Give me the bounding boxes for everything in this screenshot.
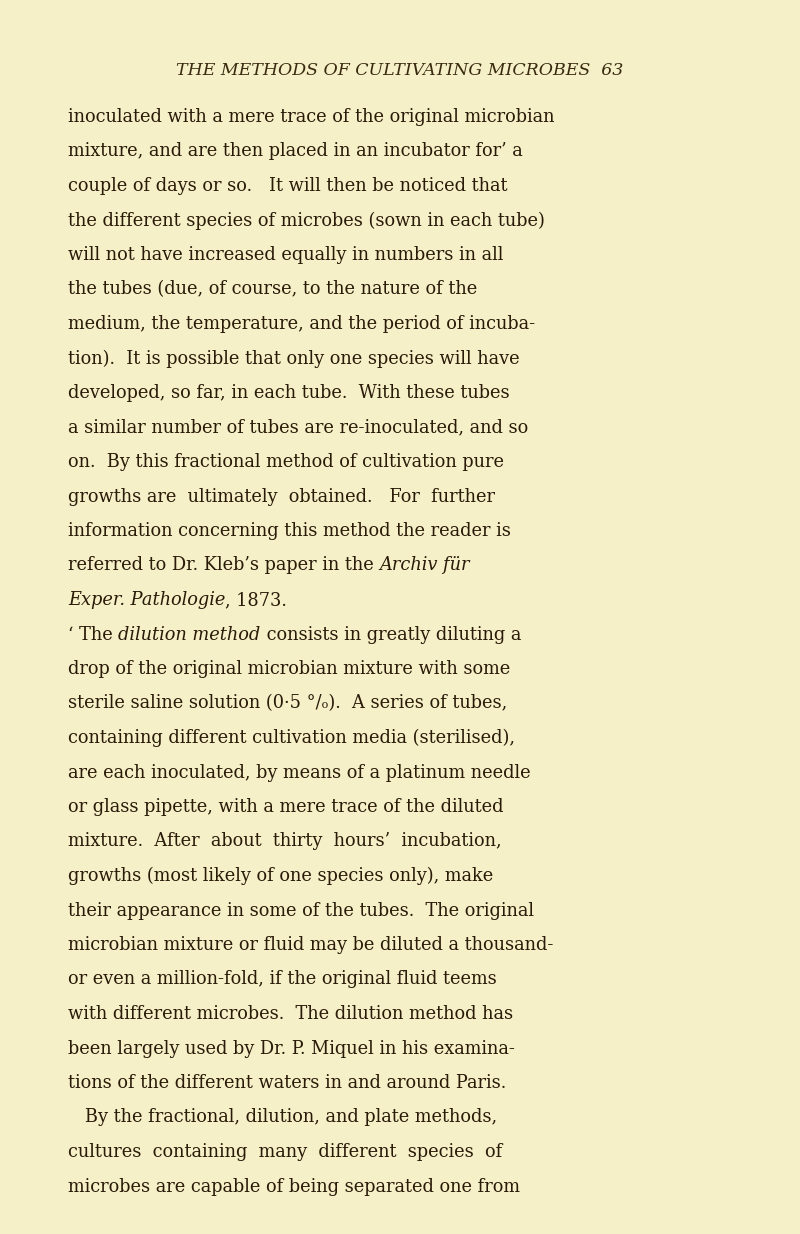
Text: couple of days or so.   It will then be noticed that: couple of days or so. It will then be no… — [68, 176, 507, 195]
Text: their appearance in some of the tubes.  The original: their appearance in some of the tubes. T… — [68, 902, 534, 919]
Text: inoculated with a mere trace of the original microbian: inoculated with a mere trace of the orig… — [68, 109, 554, 126]
Text: will not have increased equally in numbers in all: will not have increased equally in numbe… — [68, 246, 503, 264]
Text: growths are  ultimately  obtained.   For  further: growths are ultimately obtained. For fur… — [68, 487, 495, 506]
Text: the different species of microbes (sown in each tube): the different species of microbes (sown … — [68, 211, 545, 230]
Text: microbian mixture or fluid may be diluted a thousand-: microbian mixture or fluid may be dilute… — [68, 937, 554, 954]
Text: consists in greatly diluting a: consists in greatly diluting a — [261, 626, 521, 643]
Text: mixture, and are then placed in an incubator for’ a: mixture, and are then placed in an incub… — [68, 142, 522, 160]
Text: the tubes (due, of course, to the nature of the: the tubes (due, of course, to the nature… — [68, 280, 478, 299]
Text: a similar number of tubes are re-inoculated, and so: a similar number of tubes are re-inocula… — [68, 418, 528, 437]
Text: information concerning this method the reader is: information concerning this method the r… — [68, 522, 511, 540]
Text: mixture.  After  about  thirty  hours’  incubation,: mixture. After about thirty hours’ incub… — [68, 833, 502, 850]
Text: or even a million-fold, if the original fluid teems: or even a million-fold, if the original … — [68, 970, 497, 988]
Text: Archiv für: Archiv für — [379, 557, 470, 575]
Text: with different microbes.  The dilution method has: with different microbes. The dilution me… — [68, 1004, 513, 1023]
Text: medium, the temperature, and the period of incuba-: medium, the temperature, and the period … — [68, 315, 535, 333]
Text: containing different cultivation media (sterilised),: containing different cultivation media (… — [68, 729, 515, 748]
Text: been largely used by Dr. P. Miquel in his examina-: been largely used by Dr. P. Miquel in hi… — [68, 1039, 515, 1058]
Text: By the fractional, dilution, and plate methods,: By the fractional, dilution, and plate m… — [68, 1108, 497, 1127]
Text: on.  By this fractional method of cultivation pure: on. By this fractional method of cultiva… — [68, 453, 504, 471]
Text: microbes are capable of being separated one from: microbes are capable of being separated … — [68, 1177, 520, 1196]
Text: developed, so far, in each tube.  With these tubes: developed, so far, in each tube. With th… — [68, 384, 510, 402]
Text: sterile saline solution (0·5 °/ₒ).  A series of tubes,: sterile saline solution (0·5 °/ₒ). A ser… — [68, 695, 507, 712]
Text: growths (most likely of one species only), make: growths (most likely of one species only… — [68, 868, 494, 885]
Text: drop of the original microbian mixture with some: drop of the original microbian mixture w… — [68, 660, 510, 677]
Text: tion).  It is possible that only one species will have: tion). It is possible that only one spec… — [68, 349, 520, 368]
Text: dilution method: dilution method — [118, 626, 261, 643]
Text: ‘ The: ‘ The — [68, 626, 118, 643]
Text: are each inoculated, by means of a platinum needle: are each inoculated, by means of a plati… — [68, 764, 530, 781]
Text: Exper. Pathologie: Exper. Pathologie — [68, 591, 226, 610]
Text: or glass pipette, with a mere trace of the diluted: or glass pipette, with a mere trace of t… — [68, 798, 503, 816]
Text: cultures  containing  many  different  species  of: cultures containing many different speci… — [68, 1143, 502, 1161]
Text: referred to Dr. Kleb’s paper in the: referred to Dr. Kleb’s paper in the — [68, 557, 379, 575]
Text: , 1873.: , 1873. — [226, 591, 287, 610]
Text: THE METHODS OF CULTIVATING MICROBES  63: THE METHODS OF CULTIVATING MICROBES 63 — [176, 62, 624, 79]
Text: tions of the different waters in and around Paris.: tions of the different waters in and aro… — [68, 1074, 506, 1092]
